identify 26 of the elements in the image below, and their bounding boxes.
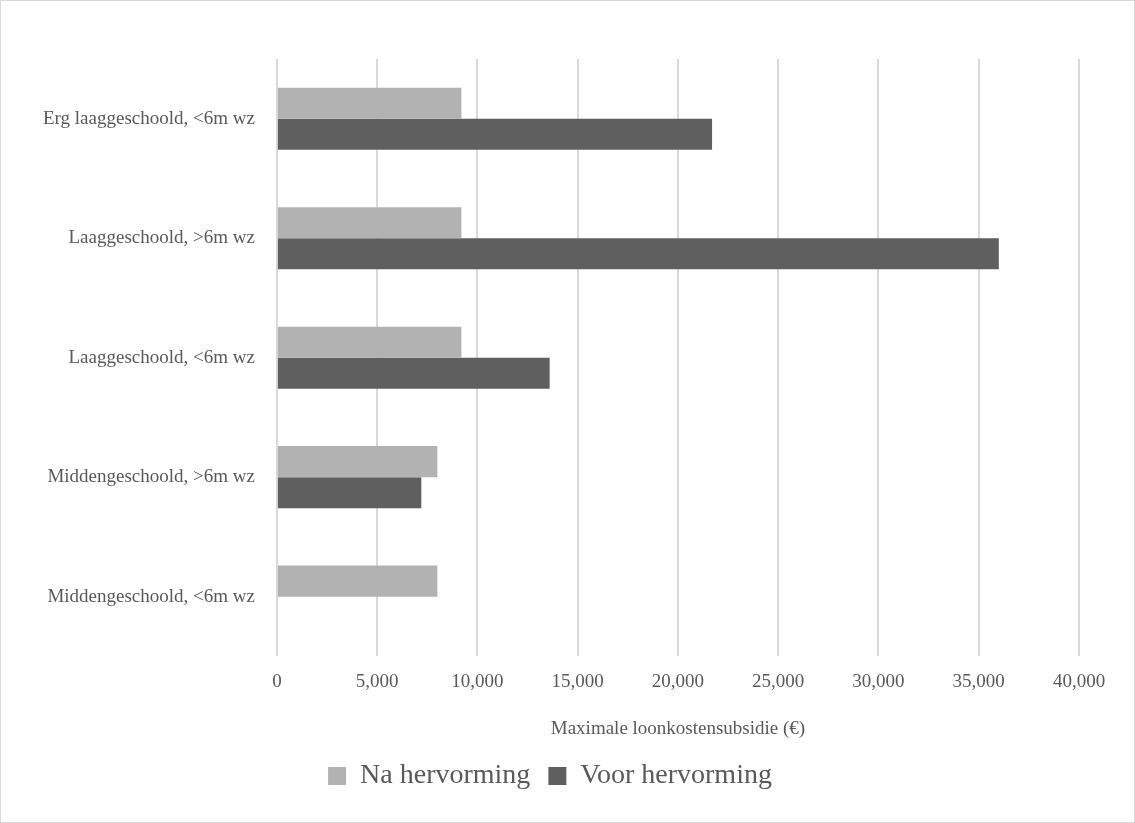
bar xyxy=(277,118,713,150)
x-tick-label: 35,000 xyxy=(952,669,1005,691)
y-tick-label: Laaggeschoold, <6m wz xyxy=(68,345,255,367)
x-axis-title: Maximale loonkostensubsidie (€) xyxy=(550,716,806,739)
bar xyxy=(277,446,438,478)
bar xyxy=(277,207,462,239)
y-tick-label: Middengeschoold, >6m wz xyxy=(47,465,255,487)
x-tick-label: 5,000 xyxy=(355,669,399,691)
y-tick-label: Middengeschoold, <6m wz xyxy=(47,584,255,606)
bar xyxy=(277,477,422,509)
x-tick-label: 40,000 xyxy=(1052,669,1106,691)
bar xyxy=(277,326,462,358)
bar xyxy=(277,357,550,389)
x-tick-label: 20,000 xyxy=(651,669,705,691)
x-tick-label: 0 xyxy=(272,669,282,691)
y-tick-label: Erg laaggeschoold, <6m wz xyxy=(42,106,255,128)
y-tick-label: Laaggeschoold, >6m wz xyxy=(68,226,255,248)
x-tick-label: 30,000 xyxy=(852,669,905,691)
legend-label: Na hervorming xyxy=(360,758,531,790)
x-tick-label: 25,000 xyxy=(752,669,805,691)
bar xyxy=(277,87,462,119)
x-tick-label: 15,000 xyxy=(551,669,604,691)
legend-label: Voor hervorming xyxy=(580,758,772,790)
bar xyxy=(277,238,999,270)
bar xyxy=(277,565,438,597)
x-tick-label: 10,000 xyxy=(451,669,504,691)
